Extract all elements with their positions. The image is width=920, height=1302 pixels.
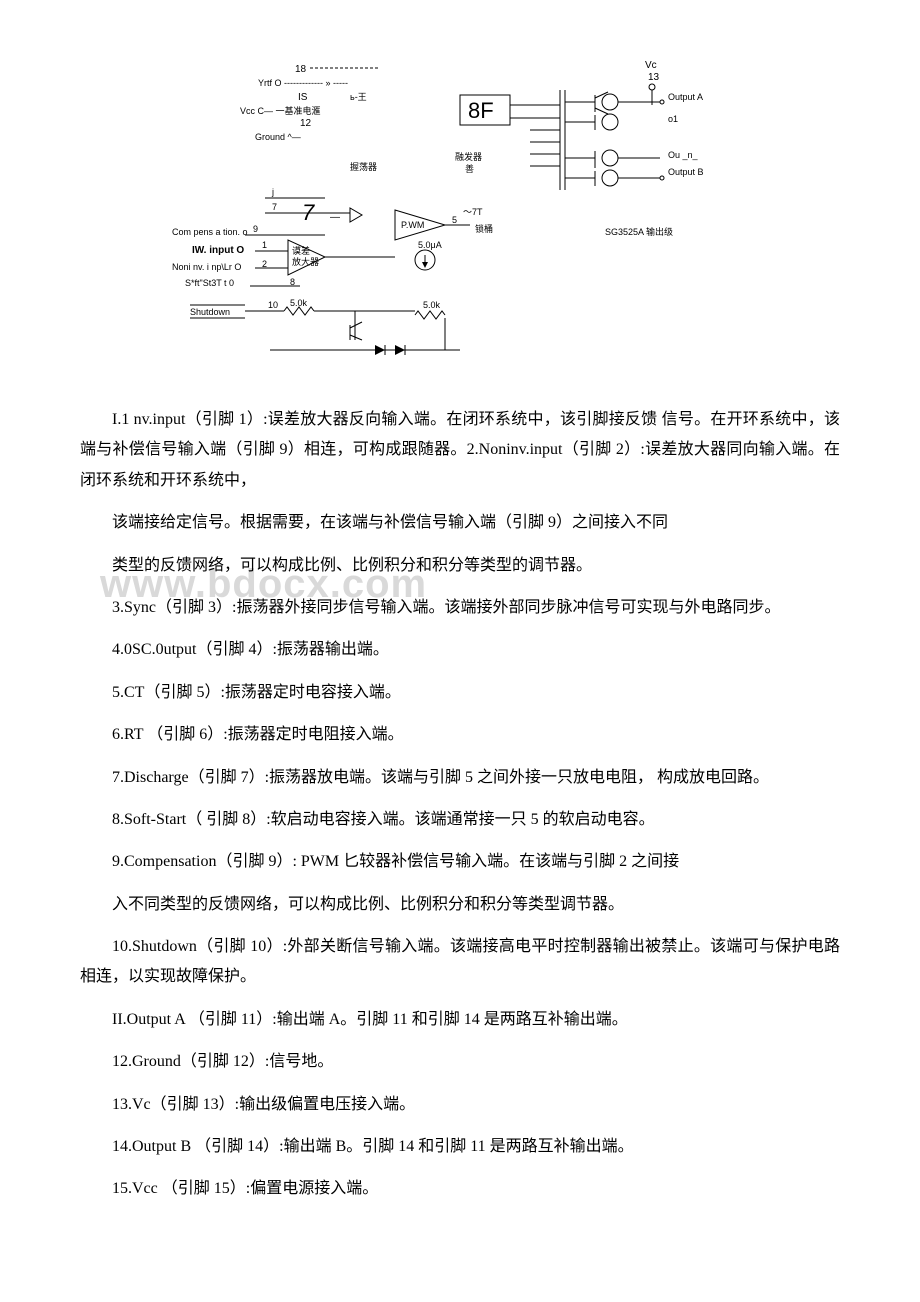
label-output-b: Output B bbox=[668, 167, 704, 177]
label-amp1: 谟差 bbox=[292, 245, 310, 256]
label-12: 12 bbox=[300, 118, 312, 129]
circuit-diagram: 18 Yrtf O ------------- » ----- IS ь-王 V… bbox=[150, 60, 770, 380]
label-rongfa: 融发器 bbox=[455, 151, 482, 162]
pin2-desc-a: 该端接给定信号。根据需要，在该端与补偿信号输入端（引脚 9）之间接入不同 bbox=[80, 508, 840, 538]
pin1-desc: I.1 nv.input（引脚 1）:误差放大器反向输入端。在闭环系统中，该引脚… bbox=[80, 405, 840, 496]
pin8-desc: 8.Soft-Start（ 引脚 8）:软启动电容接入端。该端通常接一只 5 的… bbox=[80, 805, 840, 835]
label-8f: 8F bbox=[468, 98, 494, 123]
label-amp2: 放大器 bbox=[292, 256, 319, 267]
label-sftst: S*ft"St3T t 0 bbox=[185, 278, 234, 288]
label-7t: ～7T bbox=[463, 207, 483, 217]
pin12-desc: 12.Ground（引脚 12）:信号地。 bbox=[80, 1047, 840, 1077]
label-suotong: 锁桶 bbox=[475, 223, 493, 234]
label-ua: 5.0μA bbox=[418, 240, 442, 250]
svg-text:7: 7 bbox=[272, 202, 277, 212]
label-ou-n: Ou _n_ bbox=[668, 150, 699, 160]
label-vc: Vc bbox=[645, 60, 657, 71]
label-5k2: 5.0k bbox=[423, 300, 441, 310]
label-10: 10 bbox=[268, 300, 278, 310]
label-comp: Com pens a tion. o bbox=[172, 227, 248, 237]
svg-text:—: — bbox=[330, 212, 340, 223]
label-output-a: Output A bbox=[668, 92, 703, 102]
pin2-desc-b: 类型的反馈网络，可以构成比例、比例积分和积分等类型的调节器。 bbox=[80, 551, 840, 581]
label-7big: 7 bbox=[302, 200, 315, 225]
pin9-desc-a: 9.Compensation（引脚 9）: PWM 匕较器补偿信号输入端。在该端… bbox=[80, 847, 840, 877]
label-9: 9 bbox=[253, 224, 258, 234]
label-iw: IW. input O bbox=[192, 245, 244, 256]
label-5: 5 bbox=[452, 215, 457, 225]
label-pwm: P.WM bbox=[401, 220, 424, 230]
output-stage-caption: SG3525A 输出级 bbox=[605, 226, 673, 237]
pin6-desc: 6.RT （引脚 6）:振荡器定时电阻接入端。 bbox=[80, 720, 840, 750]
pin14-desc: 14.Output B （引脚 14）:输出端 B。引脚 14 和引脚 11 是… bbox=[80, 1132, 840, 1162]
pin7-desc: 7.Discharge（引脚 7）:振荡器放电端。该端与引脚 5 之间外接一只放… bbox=[80, 763, 840, 793]
label-fine: ь-王 bbox=[350, 92, 367, 102]
label-o1: o1 bbox=[668, 114, 678, 124]
pin3-desc: 3.Sync（引脚 3）:振荡器外接同步信号输入端。该端接外部同步脉冲信号可实现… bbox=[80, 593, 840, 623]
label-yrtf: Yrtf O ------------- » ----- bbox=[258, 78, 348, 88]
label-is: IS bbox=[298, 92, 308, 103]
label-ground: Ground ^— bbox=[255, 132, 301, 142]
label-shutdown: Shutdown bbox=[190, 307, 230, 317]
output-stage-a: Output A o1 bbox=[565, 92, 703, 130]
pin11-desc: II.Output A （引脚 11）:输出端 A。引脚 11 和引脚 14 是… bbox=[80, 1005, 840, 1035]
pin9-desc-b: 入不同类型的反馈网络，可以构成比例、比例积分和积分等类型调节器。 bbox=[80, 890, 840, 920]
label-noninv: Noni nv. i np\Lr O bbox=[172, 262, 241, 272]
label-j: j bbox=[271, 187, 274, 197]
output-stage-b: Ou _n_ Output B bbox=[565, 150, 704, 186]
label-shan: 善 bbox=[465, 163, 474, 174]
pin13-desc: 13.Vc（引脚 13）:输出级偏置电压接入端。 bbox=[80, 1090, 840, 1120]
pin4-desc: 4.0SC.0utput（引脚 4）:振荡器输出端。 bbox=[80, 635, 840, 665]
label-1: 1 bbox=[262, 240, 267, 250]
label-5k1: 5.0k bbox=[290, 298, 308, 308]
label-wodang: 握荡器 bbox=[350, 161, 377, 172]
pin10-desc: 10.Shutdown（引脚 10）:外部关断信号输入端。该端接高电平时控制器输… bbox=[80, 932, 840, 993]
label-vccref: Vcc C— 一基准电滙 bbox=[240, 105, 321, 116]
pin5-desc: 5.CT（引脚 5）:振荡器定时电容接入端。 bbox=[80, 678, 840, 708]
label-13: 13 bbox=[648, 72, 660, 83]
label-18: 18 bbox=[295, 64, 307, 75]
pin15-desc: 15.Vcc （引脚 15）:偏置电源接入端。 bbox=[80, 1174, 840, 1204]
